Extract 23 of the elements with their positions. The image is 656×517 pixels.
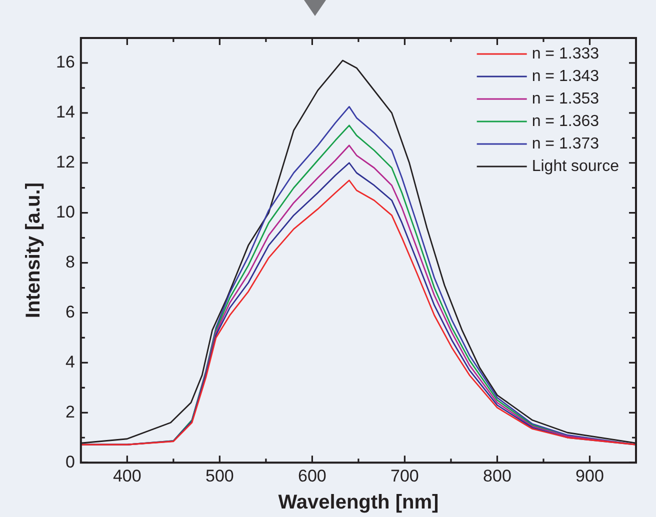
y-tick-label: 6 xyxy=(65,302,75,322)
y-tick-label: 16 xyxy=(56,52,75,72)
x-tick-label: 700 xyxy=(390,466,419,486)
x-axis-title: Wavelength [nm] xyxy=(278,492,439,514)
y-axis-title: Intensity [a.u.] xyxy=(22,182,45,318)
y-tick-label: 10 xyxy=(56,202,75,222)
x-tick-label: 900 xyxy=(576,466,604,486)
y-tick-label: 14 xyxy=(56,102,75,122)
y-tick-label: 12 xyxy=(56,152,75,172)
x-tick-label: 600 xyxy=(298,466,326,486)
x-tick-label: 400 xyxy=(112,466,142,486)
y-tick-label: 4 xyxy=(65,352,75,372)
y-tick-label: 0 xyxy=(65,452,75,472)
y-tick-label: 8 xyxy=(65,252,75,272)
legend-label: n = 1.363 xyxy=(532,112,600,130)
y-tick-label: 2 xyxy=(65,402,75,422)
legend-label: n = 1.333 xyxy=(532,45,600,62)
legend-label: n = 1.353 xyxy=(532,90,600,108)
legend-label: Light source xyxy=(532,158,620,175)
x-tick-label: 800 xyxy=(483,466,512,486)
legend-label: n = 1.343 xyxy=(532,68,600,85)
legend-label: n = 1.373 xyxy=(532,135,600,152)
x-tick-label: 500 xyxy=(205,466,234,486)
